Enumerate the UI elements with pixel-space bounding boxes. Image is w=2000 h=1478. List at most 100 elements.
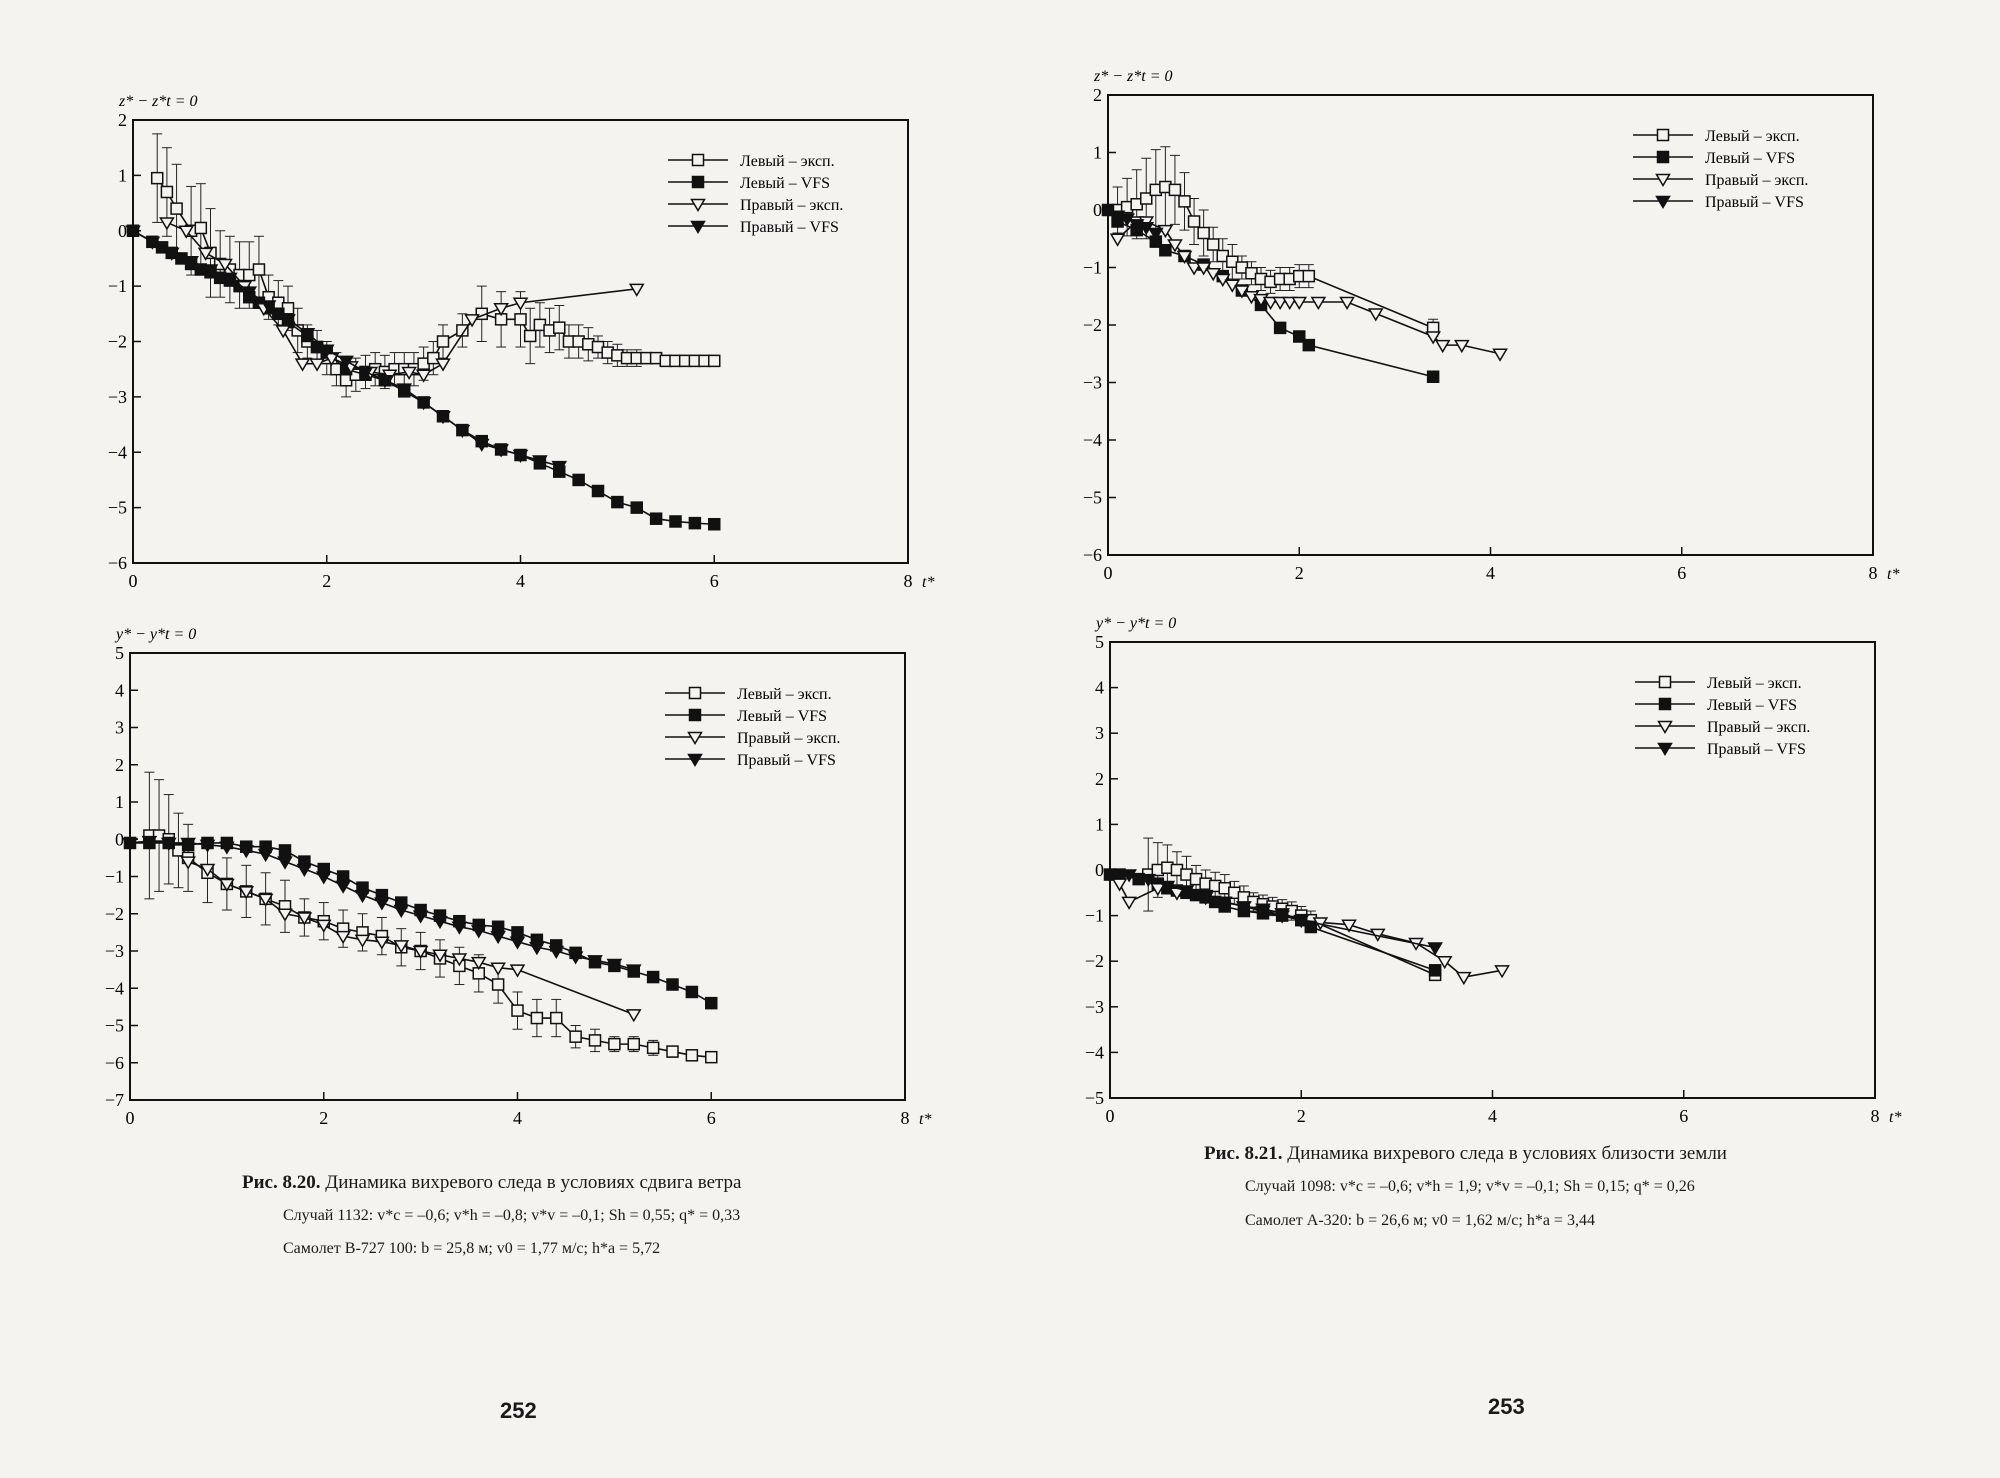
data-point [512,449,529,463]
legend-marker [1655,173,1671,187]
series-1 [1142,837,1442,982]
data-point [377,375,393,389]
data-point [1206,238,1220,251]
data-point [222,272,238,286]
x-tick-label: 4 [1488,1106,1497,1126]
x-tick-label: 8 [901,1108,910,1128]
x-tick-label: 2 [1295,563,1304,583]
data-point [183,255,199,270]
x-axis-label: t* [919,1111,931,1128]
data-point [252,263,266,276]
data-point [1109,233,1126,247]
y-tick-label: −6 [108,553,127,573]
legend: Левый – эксп. Левый – VFS Правый – эксп. Пр… [1635,675,1810,758]
data-point [309,358,325,372]
y-tick-label: 0 [115,829,124,849]
data-point [412,910,429,924]
data-point [1255,903,1271,917]
data-point [1291,296,1308,310]
y-tick-label: −3 [105,941,124,961]
data-point [567,951,584,965]
data-point [219,878,235,892]
data-point [257,848,274,863]
data-point [1455,971,1472,986]
data-point [1159,880,1176,894]
data-point [197,247,214,261]
chart-4: 0 2 4 6 8 −5 −4 −3 −2 −1 0 1 2 3 4 5 t* y* − y*t = 0 Левый… [1085,615,1902,1126]
data-point [354,934,371,948]
y-tick-label: 1 [1095,814,1104,834]
data-point [296,912,313,926]
data-point [1293,330,1306,343]
data-point [1302,338,1316,352]
data-point [1121,896,1137,910]
legend-marker [1657,720,1673,734]
y-tick-label: −4 [105,978,124,998]
data-point [432,949,448,963]
data-point [705,996,718,1010]
data-point [260,300,277,314]
data-point [591,484,605,498]
y-tick-label: 2 [118,110,127,130]
data-point [1492,348,1508,362]
x-axis-label: t* [1887,566,1899,583]
data-point [1147,227,1164,241]
data-point [315,871,332,885]
series-line [149,834,712,1058]
data-point [509,964,526,978]
data-point [1236,901,1252,915]
data-point [199,863,216,878]
data-point [1197,226,1210,240]
data-point [646,1041,660,1055]
page-number-left: 252 [500,1398,537,1423]
data-point [415,397,432,411]
y-tick-label: −3 [108,387,127,407]
data-point [532,455,548,469]
data-point [685,985,699,999]
x-tick-label: 0 [1106,1106,1115,1126]
data-point [569,1030,582,1043]
x-axis-label: t* [1889,1109,1901,1126]
data-point [630,501,643,514]
series-3 [159,217,645,383]
data-point [238,845,255,859]
legend: Левый – эксп. Левый – VFS Правый – эксп. Пр… [668,153,843,236]
data-point [1111,878,1128,892]
legend-entry: Правый – VFS [1707,741,1806,758]
data-point [315,919,332,933]
y-tick-label: −4 [1085,1042,1104,1062]
data-point [150,171,164,185]
data-point [160,185,174,199]
data-point [1159,244,1172,257]
y-tick-label: 5 [115,643,124,663]
y-tick-label: 2 [1095,769,1104,789]
data-point [625,964,642,978]
caption-fig-number: Рис. 8.21. [1204,1143,1283,1164]
data-point [688,516,702,530]
series-4 [125,225,568,475]
legend-marker [1656,128,1670,142]
x-tick-label: 4 [513,1108,522,1128]
data-point [491,920,505,934]
data-point [666,978,679,991]
data-point [491,978,505,991]
data-point [1197,889,1214,904]
data-point [490,962,506,976]
legend-marker [1658,675,1672,689]
legend-marker [1658,697,1672,711]
data-point [588,1034,602,1047]
data-point [144,236,161,250]
data-point [1101,203,1115,217]
data-point [180,856,196,870]
legend-entry: Правый – эксп. [1705,172,1808,189]
data-point [335,930,351,945]
legend: Левый – эксп. Левый – VFS Правый – эксп. Пр… [1633,128,1808,211]
data-point [219,841,235,855]
legend-marker [691,153,705,167]
data-point [202,264,219,278]
data-point [1140,192,1153,205]
legend-entry: Левый – эксп. [1707,675,1802,692]
data-point [523,329,537,343]
legend-entry: Левый – VFS [737,708,827,725]
